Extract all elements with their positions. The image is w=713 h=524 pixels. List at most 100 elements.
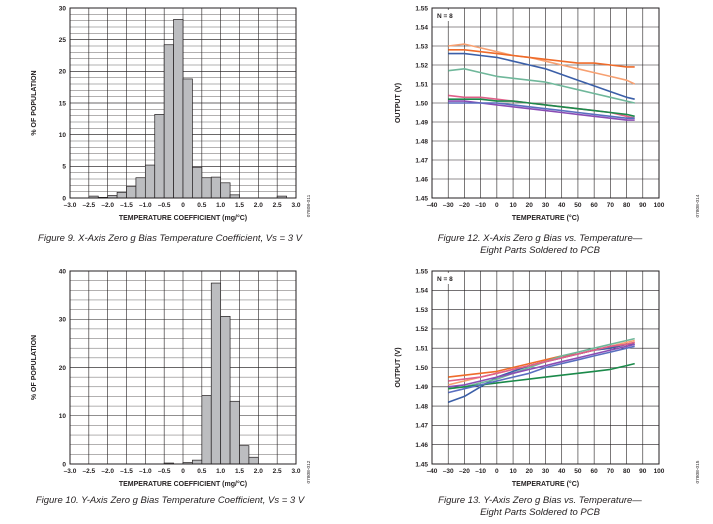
- x-tick-label: –10: [475, 202, 486, 209]
- x-tick-label: –3.0: [64, 202, 77, 209]
- x-tick-label: –1.5: [120, 202, 133, 209]
- chart-3: –40 –30 –20 –10 0 10 20 30 40 50 60 70 80 90 100 1.45 1.…: [395, 5, 701, 222]
- x-tick-label: 0: [181, 468, 185, 475]
- y-tick-label: 1.49: [415, 119, 428, 126]
- x-tick-label: –3.0: [64, 468, 77, 475]
- series-line: [448, 341, 635, 382]
- y-tick-label: 30: [59, 5, 67, 12]
- caption-fig12-line2: Eight Parts Soldered to PCB: [480, 245, 600, 256]
- series-line: [448, 48, 635, 68]
- y-tick-label: 1.46: [415, 176, 428, 183]
- histogram-bar: [201, 177, 212, 199]
- x-tick-label: –30: [443, 202, 454, 209]
- histogram-bar: [220, 182, 231, 199]
- x-tick-label: 0.5: [197, 468, 206, 475]
- series-line: [448, 337, 635, 390]
- y-tick-label: 1.53: [415, 43, 428, 50]
- x-axis-label: TEMPERATURE COEFFICIENT (mg/°C): [119, 214, 247, 222]
- y-tick-label: 15: [59, 100, 67, 107]
- plot-frame: [431, 7, 660, 199]
- x-tick-label: –2.5: [83, 202, 96, 209]
- histogram-bar: [239, 445, 250, 465]
- y-tick-label: 1.51: [415, 346, 428, 353]
- x-tick-label: –1.0: [139, 468, 152, 475]
- histogram-bar: [210, 176, 222, 199]
- y-axis-label: OUTPUT (V): [395, 83, 402, 123]
- annotation-n: N = 8: [437, 13, 453, 20]
- x-tick-label: 2.0: [254, 468, 263, 475]
- histogram-bar: [173, 19, 184, 199]
- x-tick-label: –30: [443, 468, 454, 475]
- x-tick-label: 20: [526, 468, 534, 475]
- plot-frame: [69, 7, 297, 199]
- x-tick-label: 0: [495, 202, 499, 209]
- y-tick-label: 0: [62, 195, 66, 202]
- histogram-bar: [192, 459, 203, 465]
- x-tick-label: –2.0: [101, 202, 114, 209]
- x-tick-label: 50: [574, 468, 582, 475]
- y-axis-label: % OF POPULATION: [31, 70, 38, 135]
- series-line: [448, 68, 635, 104]
- x-tick-label: 60: [591, 468, 599, 475]
- histogram-bar: [154, 114, 165, 199]
- y-tick-label: 1.51: [415, 81, 428, 88]
- caption-fig13-line2: Eight Parts Soldered to PCB: [480, 507, 600, 518]
- y-tick-label: 1.50: [415, 365, 428, 372]
- x-axis-label: TEMPERATURE COEFFICIENT (mg/°C): [119, 480, 247, 488]
- caption-fig12-line1: Figure 12. X-Axis Zero g Bias vs. Temper…: [437, 233, 643, 244]
- y-tick-label: 10: [59, 132, 67, 139]
- x-axis-label: TEMPERATURE (°C): [512, 214, 579, 222]
- y-tick-label: 1.46: [415, 442, 428, 449]
- x-tick-label: –2.5: [83, 468, 96, 475]
- x-tick-label: 10: [509, 468, 517, 475]
- figure-code: 07808-012: [306, 460, 312, 483]
- histogram-bar: [116, 191, 127, 199]
- x-tick-label: –40: [427, 202, 438, 209]
- histogram-bar: [192, 167, 203, 199]
- x-tick-label: 0: [181, 202, 185, 209]
- y-axis-label: OUTPUT (V): [395, 347, 402, 387]
- series-line: [448, 43, 636, 85]
- histogram-bar: [163, 44, 174, 199]
- histogram-bar: [210, 282, 222, 465]
- histogram-bar: [220, 316, 231, 465]
- y-tick-label: 1.52: [415, 62, 428, 69]
- y-tick-label: 1.54: [415, 288, 428, 295]
- x-tick-label: –2.0: [101, 468, 114, 475]
- x-tick-label: –1.5: [120, 468, 133, 475]
- y-tick-label: 1.49: [415, 384, 428, 391]
- chart-4: –40 –30 –20 –10 0 10 20 30 40 50 60 70 80 90 100 1.45 1.…: [395, 268, 701, 488]
- caption-fig13-line1: Figure 13. Y-Axis Zero g Bias vs. Temper…: [438, 495, 642, 506]
- x-tick-label: 2.5: [273, 202, 282, 209]
- y-tick-label: 40: [59, 268, 67, 275]
- y-tick-label: 10: [59, 413, 67, 420]
- caption-fig9: Figure 9. X-Axis Zero g Bias Temperature…: [38, 233, 302, 244]
- histogram-bar: [135, 177, 146, 199]
- y-tick-label: 1.50: [415, 100, 428, 107]
- y-tick-label: 0: [62, 461, 66, 468]
- plot-frame: [431, 270, 660, 465]
- x-tick-label: 3.0: [291, 468, 300, 475]
- plot-frame: [69, 270, 297, 465]
- x-tick-label: 10: [509, 202, 517, 209]
- y-tick-label: 1.55: [415, 5, 428, 12]
- annotation-box: [434, 273, 462, 284]
- figure-code: 07808-015: [695, 460, 701, 483]
- caption-fig10: Figure 10. Y-Axis Zero g Bias Temperatur…: [35, 495, 305, 506]
- x-tick-label: 100: [654, 202, 665, 209]
- figure-code: 07808-014: [695, 194, 701, 217]
- x-tick-label: 50: [574, 202, 582, 209]
- x-tick-label: 2.0: [254, 202, 263, 209]
- x-axis-label: TEMPERATURE (°C): [512, 480, 579, 488]
- y-tick-label: 1.45: [415, 195, 428, 202]
- x-tick-label: 1.5: [235, 202, 244, 209]
- x-tick-label: 100: [654, 468, 665, 475]
- x-tick-label: –10: [475, 468, 486, 475]
- y-tick-label: 1.45: [415, 461, 428, 468]
- histogram-bar: [229, 400, 240, 465]
- x-tick-label: 90: [639, 468, 647, 475]
- x-tick-label: –0.5: [158, 202, 171, 209]
- series-line: [448, 98, 635, 118]
- y-tick-label: 1.54: [415, 24, 428, 31]
